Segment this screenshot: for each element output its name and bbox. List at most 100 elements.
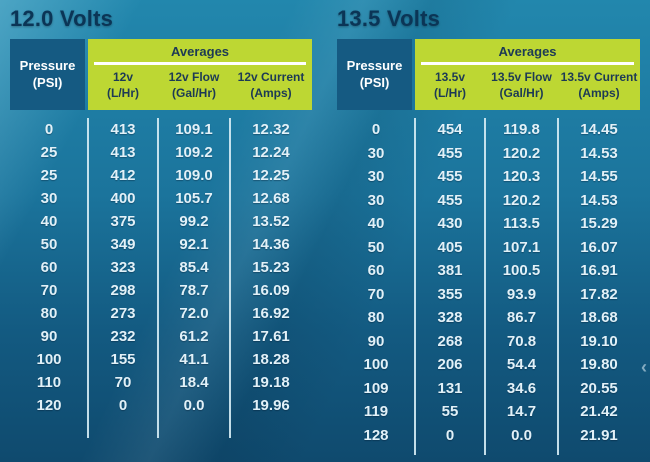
table-data-grid-12v: 0 413 109.1 12.32 25 413 109.2 12.24 25 412 109.0 1… [10,118,312,417]
table-cell: 92.1 [179,236,209,253]
table-cell: 13.52 [252,213,290,230]
table-data-area-13-5v: 0 454 119.8 14.45 30 455 120.2 14.53 30 455 120.3 1… [337,118,640,455]
pressure-column-header: Pressure (PSI) [337,39,412,110]
table-cell: 15.29 [580,215,618,233]
column-header-current: 12v Current (Amps) [230,69,312,101]
table-data-grid-13-5v: 0 454 119.8 14.45 30 455 120.2 14.53 30 455 120.3 1… [337,118,640,447]
table-cell: 19.80 [580,356,618,374]
table-cell: 16.07 [580,238,618,256]
column-divider [414,118,416,455]
table-cell: 14.53 [580,191,618,209]
table-cell: 25 [40,144,58,161]
table-cell: 0 [44,121,54,138]
column-divider [229,118,231,438]
table-cell: 119 [363,403,389,421]
table-cell: 90 [367,332,385,350]
table-cell: 119.8 [503,121,540,139]
table-cell: 405 [437,238,463,256]
table-header-13-5v: Pressure (PSI) Averages 13.5v (L/Hr) 13.… [337,39,640,110]
table-cell: 25 [40,167,58,184]
table-cell: 0.0 [511,426,532,444]
column-header-line: (L/Hr) [434,86,466,101]
table-cell: 14.7 [506,403,537,421]
table-cell: 14.53 [580,144,618,162]
column-divider [557,118,559,455]
table-13-5v: 13.5 Volts Pressure (PSI) Averages 13.5v… [337,4,640,455]
column-header-flow: 13.5v Flow (Gal/Hr) [485,69,558,101]
table-cell: 14.36 [252,236,290,253]
pressure-column-header: Pressure (PSI) [10,39,85,110]
table-cell: 128 [363,426,389,444]
table-cell: 14.55 [580,168,618,186]
table-12v: 12.0 Volts Pressure (PSI) Averages 12v (… [10,4,312,438]
table-cell: 21.42 [580,403,618,421]
table-cell: 109.0 [175,167,213,184]
pressure-label-line2: (PSI) [32,74,63,90]
table-cell: 100 [363,356,389,374]
table-cell: 16.91 [580,262,618,280]
column-header-line: 13.5v [434,70,466,84]
column-header-line: 12v Current [237,70,305,84]
table-cell: 455 [437,168,463,186]
column-headers: 12v (L/Hr) 12v Flow (Gal/Hr) 12v Current… [88,69,312,101]
table-cell: 34.6 [506,379,537,397]
column-headers: 13.5v (L/Hr) 13.5v Flow (Gal/Hr) 13.5v C… [415,69,640,101]
table-cell: 19.18 [252,374,290,391]
table-cell: 70 [114,374,132,391]
table-cell: 86.7 [506,309,537,327]
table-cell: 131 [437,379,463,397]
table-cell: 16.09 [252,282,290,299]
averages-underline [421,62,634,65]
averages-label: Averages [498,44,557,59]
table-cell: 16.92 [252,305,290,322]
table-cell: 17.82 [580,285,618,303]
table-cell: 14.45 [580,121,618,139]
table-cell: 15.23 [252,259,290,276]
column-header-flow: 12v Flow (Gal/Hr) [158,69,230,101]
table-cell: 60 [367,262,385,280]
pressure-label-line1: Pressure [346,57,403,73]
column-header-line: (Amps) [578,86,620,101]
table-cell: 40 [367,215,385,233]
column-header-line: (L/Hr) [107,86,139,101]
table-title-13-5v: 13.5 Volts [337,6,441,31]
table-cell: 105.7 [175,190,213,207]
table-cell: 430 [437,215,463,233]
table-cell: 72.0 [179,305,209,322]
table-cell: 120.2 [502,144,541,162]
table-cell: 18.68 [580,309,618,327]
table-cell: 50 [40,236,58,253]
table-cell: 78.7 [179,282,209,299]
table-cell: 30 [367,191,385,209]
table-cell: 70 [367,285,385,303]
table-cell: 120.2 [502,191,541,209]
averages-underline [94,62,306,65]
table-cell: 120 [36,397,62,414]
table-cell: 19.96 [252,397,290,414]
column-divider [484,118,486,455]
table-cell: 400 [110,190,136,207]
table-cell: 298 [110,282,136,299]
column-divider [157,118,159,438]
table-cell: 232 [110,328,136,345]
pressure-label-line1: Pressure [19,57,76,73]
table-cell: 113.5 [503,215,540,233]
table-cell: 41.1 [179,351,209,368]
table-cell: 20.55 [580,379,618,397]
table-cell: 328 [437,309,463,327]
table-cell: 12.32 [252,121,290,138]
table-cell: 100 [36,351,62,368]
table-cell: 268 [437,332,463,350]
table-cell: 413 [110,144,136,161]
averages-header-group: Averages 12v (L/Hr) 12v Flow (Gal/Hr) 12… [88,39,312,110]
column-header-line: (Gal/Hr) [171,86,216,101]
table-cell: 413 [110,121,136,138]
table-header-12v: Pressure (PSI) Averages 12v (L/Hr) 12v F… [10,39,312,110]
chevron-left-icon[interactable]: ‹ [641,357,647,377]
table-cell: 18.4 [179,374,209,391]
table-cell: 100.5 [502,262,541,280]
column-header-lhr: 12v (L/Hr) [88,69,158,101]
table-cell: 93.9 [506,285,537,303]
table-cell: 12.24 [252,144,290,161]
table-cell: 60 [40,259,58,276]
